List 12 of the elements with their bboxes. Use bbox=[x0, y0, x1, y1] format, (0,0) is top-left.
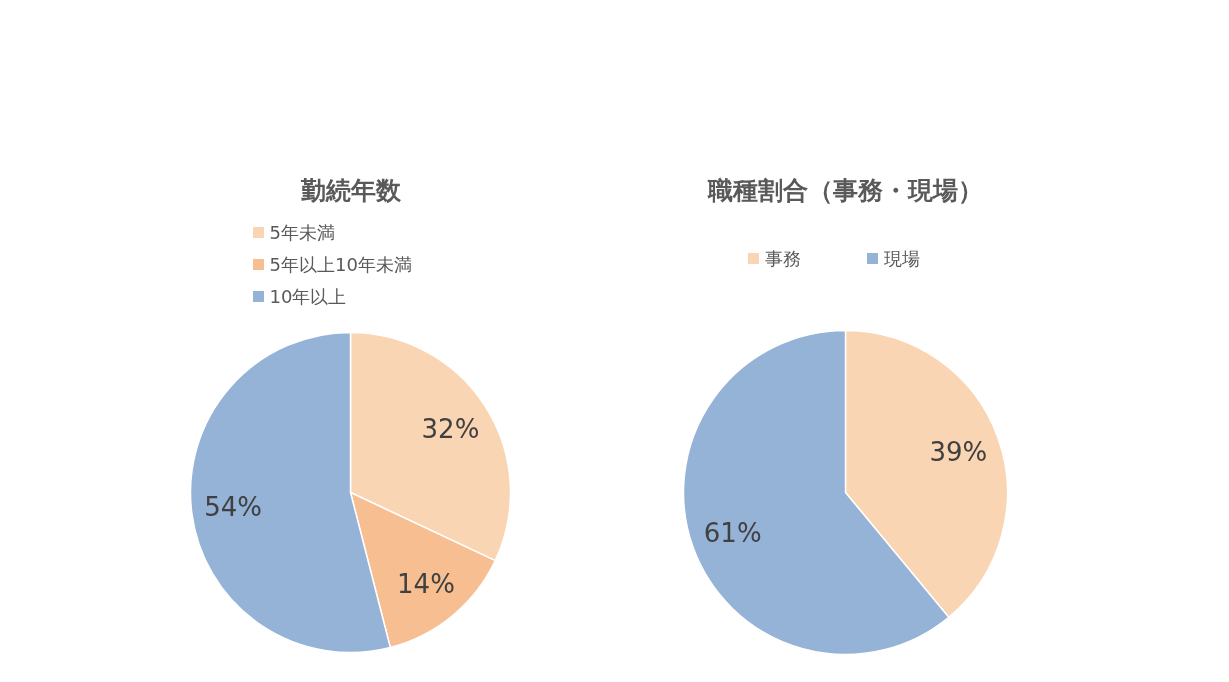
legend-label: 事務 bbox=[764, 248, 801, 269]
chart-title: 勤続年数 bbox=[299, 176, 402, 205]
legend-label: 10年以上 bbox=[269, 286, 347, 307]
data-label: 54% bbox=[204, 492, 262, 523]
data-label: 39% bbox=[929, 436, 988, 467]
data-label: 32% bbox=[421, 414, 480, 445]
data-label: 61% bbox=[703, 518, 762, 549]
data-label: 14% bbox=[397, 568, 455, 599]
legend-label: 5年未満 bbox=[269, 222, 335, 243]
legend-label: 5年以上10年未満 bbox=[269, 254, 412, 275]
chart-title: 職種割合（事務・現場） bbox=[707, 176, 983, 205]
legend-label: 現場 bbox=[883, 248, 920, 269]
